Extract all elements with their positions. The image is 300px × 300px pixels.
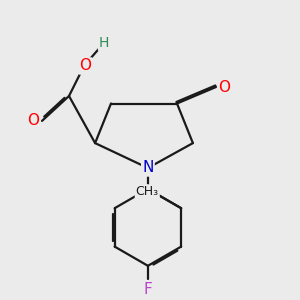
Text: H: H bbox=[99, 36, 109, 50]
Text: O: O bbox=[28, 113, 40, 128]
Text: O: O bbox=[218, 80, 230, 94]
Text: O: O bbox=[80, 58, 92, 74]
Text: F: F bbox=[143, 282, 152, 297]
Text: CH₃: CH₃ bbox=[136, 185, 159, 198]
Text: N: N bbox=[142, 160, 154, 175]
